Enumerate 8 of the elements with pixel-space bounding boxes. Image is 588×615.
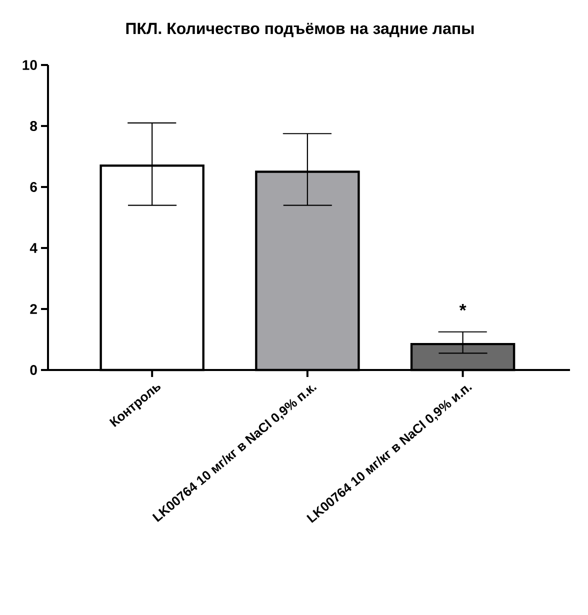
- y-tick-label: 6: [30, 182, 37, 192]
- y-tick-label: 0: [30, 365, 37, 375]
- y-tick-label: 8: [30, 121, 38, 131]
- chart-title: ПКЛ. Количество подъёмов на задние лапы: [126, 22, 474, 38]
- y-tick-label: 2: [30, 304, 37, 314]
- y-tick-label: 10: [22, 60, 37, 70]
- y-tick-label: 4: [30, 243, 38, 253]
- annotation: *: [459, 304, 466, 311]
